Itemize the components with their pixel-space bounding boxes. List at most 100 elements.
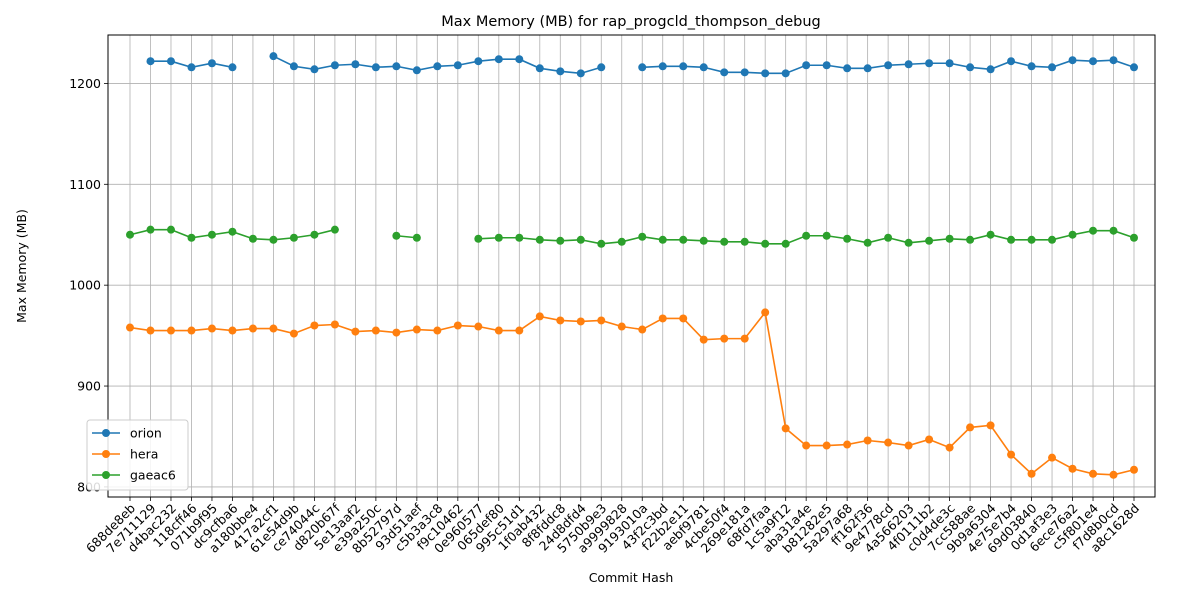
data-point-gaeac6 [556, 236, 565, 245]
data-point-hera [966, 423, 975, 432]
data-point-orion [904, 60, 913, 69]
data-point-orion [351, 60, 360, 69]
series-layer [126, 52, 1138, 479]
data-point-hera [310, 321, 319, 330]
data-point-gaeac6 [617, 237, 626, 246]
data-point-gaeac6 [228, 227, 237, 236]
data-point-gaeac6 [822, 231, 831, 240]
data-point-gaeac6 [945, 234, 954, 243]
data-point-gaeac6 [597, 239, 606, 248]
data-point-orion [412, 66, 421, 75]
data-point-hera [351, 327, 360, 336]
series-hera [126, 308, 1138, 479]
data-point-orion [945, 59, 954, 68]
data-point-orion [187, 63, 196, 72]
data-point-gaeac6 [166, 225, 175, 234]
data-point-hera [412, 325, 421, 334]
data-point-hera [1048, 453, 1057, 462]
chart-title: Max Memory (MB) for rap_progcld_thompson… [441, 14, 820, 30]
data-point-hera [494, 326, 503, 335]
data-point-gaeac6 [248, 234, 257, 243]
legend-box [86, 419, 189, 491]
plot-frame [107, 34, 1156, 498]
data-point-hera [658, 314, 667, 323]
data-point-gaeac6 [187, 233, 196, 242]
data-point-gaeac6 [494, 233, 503, 242]
data-point-hera [781, 424, 790, 433]
legend-label-orion: orion [130, 426, 162, 441]
data-point-orion [269, 52, 278, 61]
data-point-orion [289, 62, 298, 71]
data-point-hera [597, 316, 606, 325]
data-point-orion [310, 65, 319, 74]
data-point-gaeac6 [146, 225, 155, 234]
data-point-hera [925, 435, 934, 444]
legend-label-gaeac6: gaeac6 [130, 468, 176, 483]
data-point-hera [207, 324, 216, 333]
data-point-gaeac6 [966, 235, 975, 244]
y-tick-label: 1000 [69, 278, 101, 293]
data-point-orion [802, 61, 811, 70]
legend-label-hera: hera [130, 447, 158, 462]
data-point-orion [576, 69, 585, 78]
data-point-orion [986, 65, 995, 74]
data-point-hera [843, 440, 852, 449]
data-point-hera [474, 322, 483, 331]
data-point-hera [638, 325, 647, 334]
data-point-hera [1068, 464, 1077, 473]
data-point-orion [392, 62, 401, 71]
data-point-gaeac6 [126, 230, 134, 239]
data-point-gaeac6 [1048, 235, 1057, 244]
data-point-hera [166, 326, 175, 335]
data-point-orion [843, 64, 852, 73]
y-axis-label: Max Memory (MB) [14, 209, 29, 323]
data-point-orion [1068, 56, 1077, 65]
data-point-orion [146, 57, 155, 66]
data-point-hera [720, 334, 729, 343]
y-tick-label: 900 [77, 379, 101, 394]
data-point-gaeac6 [658, 235, 667, 244]
data-point-hera [1027, 469, 1036, 478]
data-point-orion [720, 68, 729, 77]
data-point-orion [658, 62, 667, 71]
data-point-orion [679, 62, 688, 71]
data-point-gaeac6 [474, 234, 483, 243]
data-point-orion [228, 63, 237, 72]
data-point-orion [966, 63, 975, 72]
data-point-gaeac6 [207, 230, 216, 239]
data-point-hera [679, 314, 688, 323]
y-tick-label: 1100 [69, 177, 101, 192]
data-point-hera [802, 441, 811, 450]
data-point-hera [126, 323, 134, 332]
data-point-hera [945, 443, 954, 452]
legend-marker-hera [102, 450, 110, 458]
data-point-gaeac6 [843, 234, 852, 243]
data-point-hera [330, 320, 339, 329]
data-point-hera [371, 326, 380, 335]
data-point-hera [1007, 450, 1016, 459]
data-point-orion [638, 63, 647, 72]
x-axis-label: Commit Hash [589, 570, 674, 585]
data-point-orion [453, 61, 462, 70]
data-point-hera [535, 312, 544, 321]
y-tick-label: 1200 [69, 76, 101, 91]
data-point-gaeac6 [720, 237, 729, 246]
data-point-gaeac6 [863, 238, 872, 247]
data-point-hera [228, 326, 237, 335]
series-gaeac6 [126, 225, 1138, 248]
data-point-orion [781, 69, 790, 78]
data-point-orion [1007, 57, 1016, 66]
data-point-gaeac6 [679, 235, 688, 244]
data-point-orion [1089, 57, 1098, 66]
data-point-hera [269, 324, 278, 333]
data-point-hera [904, 441, 913, 450]
x-axis: 688de8eb7e711129d4bac232118cff46071b9f95… [83, 497, 1142, 556]
data-point-hera [699, 335, 708, 344]
data-point-orion [925, 59, 934, 68]
data-point-gaeac6 [310, 230, 319, 239]
data-point-orion [166, 57, 175, 66]
data-point-hera [248, 324, 257, 333]
data-point-gaeac6 [392, 231, 401, 240]
